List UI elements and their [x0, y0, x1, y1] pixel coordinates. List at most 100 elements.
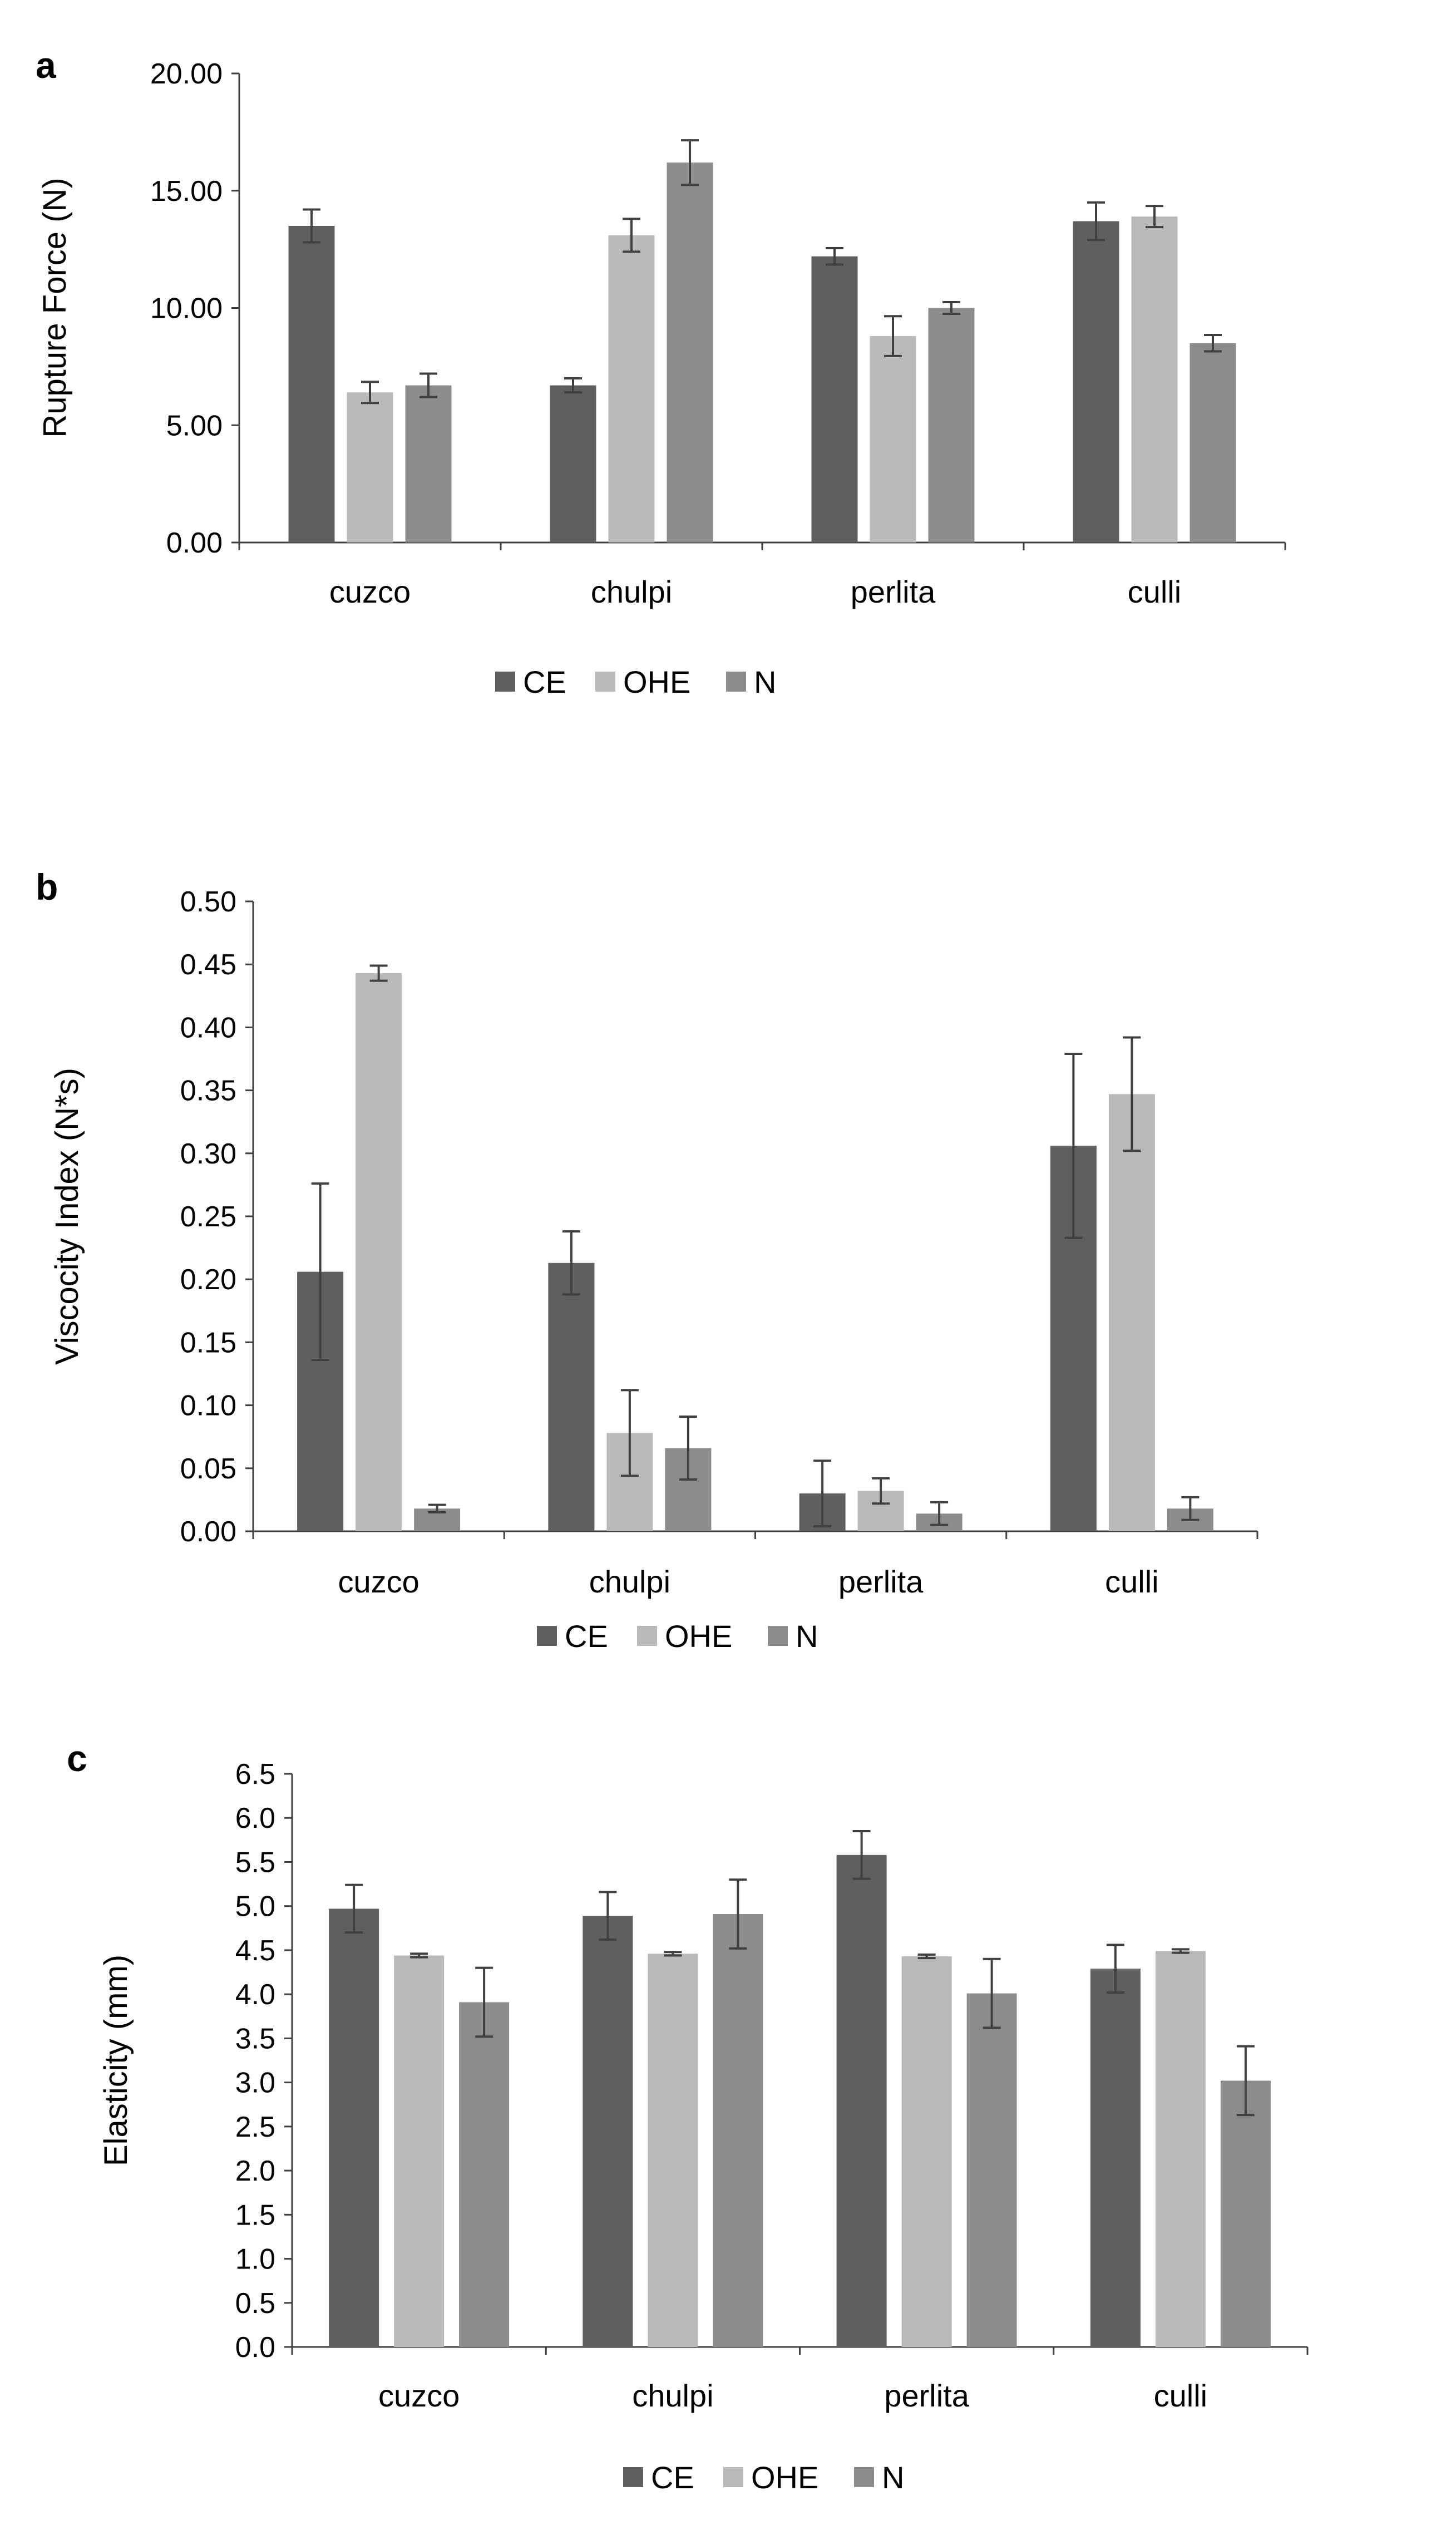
legend: CE OHE N [623, 2460, 904, 2495]
error-bar-OHE-perlita [872, 1477, 890, 1505]
y-tick-label: 10.00 [150, 293, 223, 325]
bar-OHE-cuzco [347, 392, 393, 543]
chart-panel-b: b Viscocity Index (N*s) 0.00 0.05 0.10 0.15 0.… [36, 866, 1258, 1654]
error-bar-OHE-cuzco [361, 381, 379, 405]
legend-swatch-CE [495, 672, 515, 692]
y-tick-label: 2.5 [235, 2111, 275, 2143]
bar-OHE-perlita [901, 1956, 952, 2347]
category-label-cuzco: cuzco [329, 574, 411, 609]
bar-CE-cuzco [288, 225, 335, 543]
y-tick-label: 0.25 [180, 1201, 236, 1233]
error-bar-CE-perlita [813, 1459, 832, 1527]
category-label-culli: culli [1154, 2378, 1207, 2413]
y-tick-label: 5.0 [235, 1891, 275, 1923]
y-tick-label: 0.40 [180, 1012, 236, 1044]
error-bar-CE-chulpi [562, 1230, 580, 1296]
error-bar-OHE-perlita [917, 1953, 936, 1960]
legend-swatch-N [726, 672, 746, 692]
panel-label: a [36, 45, 57, 86]
y-tick-label: 1.5 [235, 2199, 275, 2231]
bar-CE-culli [1073, 221, 1119, 543]
y-tick-label: 0.00 [166, 527, 223, 559]
category-label-cuzco: cuzco [338, 1564, 419, 1599]
y-tick-label: 4.0 [235, 1979, 275, 2011]
chart-panel-a: a Rupture Force (N) 0.00 5.00 10.00 15.00 20.0… [36, 45, 1286, 699]
y-tick-label: 20.00 [150, 58, 223, 90]
error-bar-CE-culli [1106, 1944, 1124, 1994]
y-tick-label: 0.45 [180, 949, 236, 981]
panel-label: b [36, 866, 58, 908]
bar-OHE-culli [1131, 216, 1178, 543]
category-label-cuzco: cuzco [378, 2378, 460, 2413]
y-axis-title: Rupture Force (N) [37, 177, 73, 437]
y-axis-title: Elasticity (mm) [98, 1955, 134, 2166]
category-label-perlita: perlita [884, 2378, 969, 2413]
error-bar-CE-culli [1087, 201, 1105, 241]
legend-label-N: N [754, 664, 776, 699]
y-tick-label: 3.0 [235, 2067, 275, 2099]
y-tick-label: 6.5 [235, 1758, 275, 1791]
legend-swatch-N [854, 2467, 874, 2487]
error-bar-OHE-culli [1146, 205, 1163, 229]
bar-N-chulpi [713, 1914, 763, 2347]
legend-swatch-N [768, 1626, 788, 1646]
y-axis-title: Viscocity Index (N*s) [49, 1068, 85, 1365]
y-tick-label: 5.00 [166, 410, 223, 442]
error-bar-OHE-cuzco [410, 1952, 428, 1959]
legend: CE OHE N [495, 664, 776, 699]
legend-label-OHE: OHE [623, 664, 690, 699]
y-tick-label: 0.50 [180, 886, 236, 918]
error-bar-OHE-chulpi [664, 1951, 682, 1957]
bar-N-cuzco [405, 385, 452, 543]
bar-OHE-chulpi [608, 235, 655, 543]
legend-label-CE: CE [565, 1619, 608, 1654]
error-bar-N-chulpi [729, 1878, 747, 1950]
category-label-chulpi: chulpi [591, 574, 672, 609]
y-tick-label: 0.20 [180, 1264, 236, 1296]
category-label-chulpi: chulpi [632, 2378, 713, 2413]
error-bar-OHE-culli [1123, 1036, 1141, 1152]
error-bar-N-chulpi [681, 139, 699, 186]
legend: CE OHE N [537, 1619, 818, 1654]
legend-label-OHE: OHE [665, 1619, 732, 1654]
bar-N-culli [1220, 2080, 1271, 2347]
bar-OHE-culli [1108, 1094, 1155, 1531]
error-bar-N-cuzco [428, 1503, 446, 1514]
bar-OHE-chulpi [648, 1954, 698, 2347]
y-tick-label: 0.0 [235, 2331, 275, 2364]
legend-label-N: N [796, 1619, 818, 1654]
legend-label-N: N [882, 2460, 904, 2495]
y-tick-label: 6.0 [235, 1802, 275, 1834]
legend-swatch-OHE [723, 2467, 743, 2487]
error-bar-CE-cuzco [303, 208, 320, 244]
legend-label-CE: CE [651, 2460, 694, 2495]
category-label-culli: culli [1128, 574, 1181, 609]
bar-CE-chulpi [583, 1916, 633, 2347]
legend-swatch-CE [623, 2467, 643, 2487]
y-tick-label: 0.30 [180, 1138, 236, 1170]
error-bar-OHE-chulpi [623, 218, 640, 253]
y-tick-label: 4.5 [235, 1935, 275, 1967]
panel-label: c [67, 1738, 87, 1779]
y-tick-label: 0.35 [180, 1075, 236, 1107]
error-bar-CE-chulpi [564, 377, 582, 394]
bar-N-perlita [966, 1993, 1017, 2347]
y-tick-label: 0.00 [180, 1516, 236, 1548]
error-bar-N-culli [1236, 2045, 1255, 2117]
error-bar-N-perlita [942, 300, 960, 315]
bar-OHE-perlita [870, 336, 916, 543]
error-bar-OHE-perlita [884, 315, 902, 357]
error-bar-N-perlita [983, 1957, 1001, 2029]
error-bar-N-culli [1204, 333, 1222, 353]
category-label-chulpi: chulpi [589, 1564, 670, 1599]
y-tick-label: 3.5 [235, 2023, 275, 2055]
error-bar-CE-chulpi [599, 1891, 617, 1941]
category-label-perlita: perlita [838, 1564, 924, 1599]
category-label-perlita: perlita [851, 574, 936, 609]
y-tick-label: 1.0 [235, 2243, 275, 2276]
y-tick-label: 0.05 [180, 1453, 236, 1485]
bar-CE-chulpi [550, 385, 596, 543]
bar-CE-culli [1090, 1969, 1141, 2347]
bar-OHE-cuzco [394, 1955, 445, 2347]
legend-label-CE: CE [523, 664, 566, 699]
